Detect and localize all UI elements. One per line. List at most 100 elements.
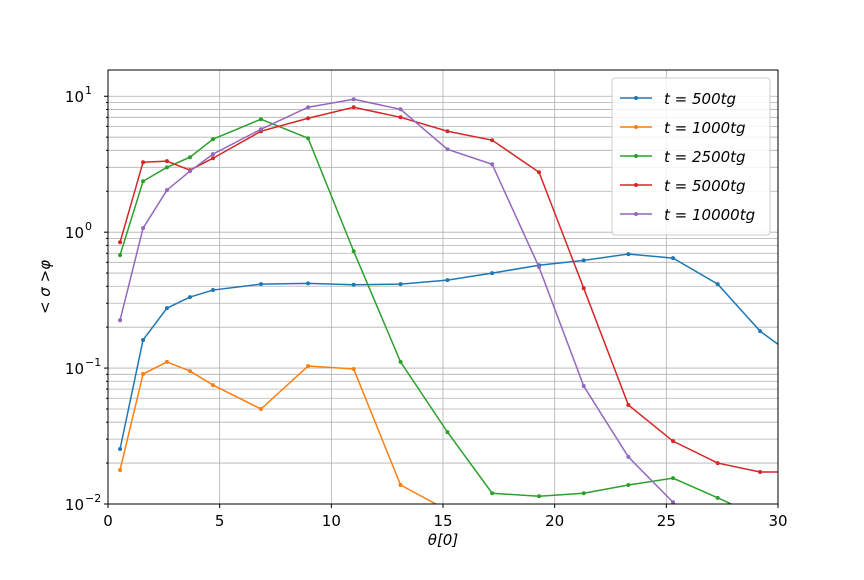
- point: [537, 494, 542, 499]
- point: [581, 491, 586, 496]
- x-tick-label: 20: [545, 512, 564, 530]
- y-tick-exponent: 0: [85, 220, 92, 233]
- point: [626, 482, 631, 487]
- point: [351, 97, 356, 102]
- point: [626, 454, 631, 459]
- point: [187, 295, 192, 300]
- point: [398, 107, 403, 112]
- series-line: [119, 253, 778, 450]
- y-tick-base: 10: [65, 360, 84, 378]
- point: [210, 288, 215, 293]
- x-axis-label: θ[0]: [428, 531, 459, 549]
- point: [445, 278, 450, 283]
- legend-marker: [634, 183, 638, 187]
- point: [258, 282, 263, 287]
- point: [351, 282, 356, 287]
- point: [210, 156, 215, 161]
- y-tick-label: 10: [65, 224, 84, 242]
- point: [210, 137, 215, 142]
- point: [306, 116, 311, 121]
- point: [581, 384, 586, 389]
- x-tick-label: 25: [657, 512, 676, 530]
- legend-label: t = 5000tg: [664, 177, 746, 195]
- point: [118, 467, 123, 472]
- point: [141, 372, 146, 377]
- point: [164, 165, 169, 170]
- point: [715, 282, 720, 287]
- point: [141, 179, 146, 184]
- point: [581, 286, 586, 291]
- point: [187, 369, 192, 374]
- point: [490, 271, 495, 276]
- point: [758, 329, 763, 334]
- x-tick-label: 5: [215, 512, 225, 530]
- point: [210, 383, 215, 388]
- point: [581, 258, 586, 263]
- legend-label: t = 10000tg: [664, 206, 755, 224]
- legend-label: t = 500tg: [664, 90, 736, 108]
- point: [758, 469, 763, 474]
- point: [490, 138, 495, 143]
- point: [715, 461, 720, 466]
- legend-frame: [611, 77, 771, 236]
- legend-marker: [634, 125, 638, 129]
- point: [258, 117, 263, 122]
- y-tick-label: 10: [65, 360, 84, 378]
- y-tick-label: 10: [65, 496, 84, 514]
- y-tick-base: 10: [65, 224, 84, 242]
- point: [164, 159, 169, 164]
- series-line: [119, 98, 676, 504]
- point: [445, 129, 450, 134]
- y-tick-exponent: −2: [85, 492, 101, 505]
- point: [445, 147, 450, 152]
- y-tick-base: 10: [65, 496, 84, 514]
- point: [118, 446, 123, 451]
- point: [351, 366, 356, 371]
- plot-area: [118, 97, 778, 504]
- point: [351, 249, 356, 254]
- point: [398, 359, 403, 364]
- point: [626, 252, 631, 257]
- point: [490, 162, 495, 167]
- point: [306, 364, 311, 369]
- legend-label: t = 2500tg: [664, 148, 746, 166]
- y-tick-base: 10: [65, 88, 84, 106]
- point: [445, 430, 450, 435]
- point: [306, 281, 311, 286]
- legend-marker: [634, 154, 638, 158]
- x-tick-label: 15: [433, 512, 452, 530]
- point: [671, 439, 676, 444]
- series-line: [119, 106, 778, 473]
- series-line: [119, 361, 438, 504]
- point: [141, 160, 146, 165]
- x-tick-label: 0: [103, 512, 113, 530]
- point: [671, 476, 676, 481]
- point: [164, 359, 169, 364]
- point: [537, 170, 542, 175]
- point: [141, 337, 146, 342]
- point: [490, 491, 495, 496]
- point: [210, 152, 215, 157]
- legend-marker: [634, 96, 638, 100]
- legend: t = 500tg t = 1000tg t = 2500tg t = 5000tg t…: [611, 77, 771, 236]
- point: [626, 403, 631, 408]
- point: [164, 188, 169, 193]
- point: [164, 306, 169, 311]
- y-tick-exponent: 1: [85, 84, 92, 97]
- point: [398, 282, 403, 287]
- y-axis-label: < σ >φ: [36, 260, 54, 314]
- point: [671, 500, 676, 504]
- legend-label: t = 1000tg: [664, 119, 746, 137]
- point: [715, 495, 720, 500]
- x-tick-label: 10: [322, 512, 341, 530]
- point: [351, 105, 356, 110]
- point: [258, 406, 263, 411]
- point: [398, 482, 403, 487]
- point: [306, 105, 311, 110]
- point: [398, 115, 403, 120]
- legend-marker: [634, 212, 638, 216]
- y-tick-exponent: −1: [85, 356, 101, 369]
- point: [187, 169, 192, 174]
